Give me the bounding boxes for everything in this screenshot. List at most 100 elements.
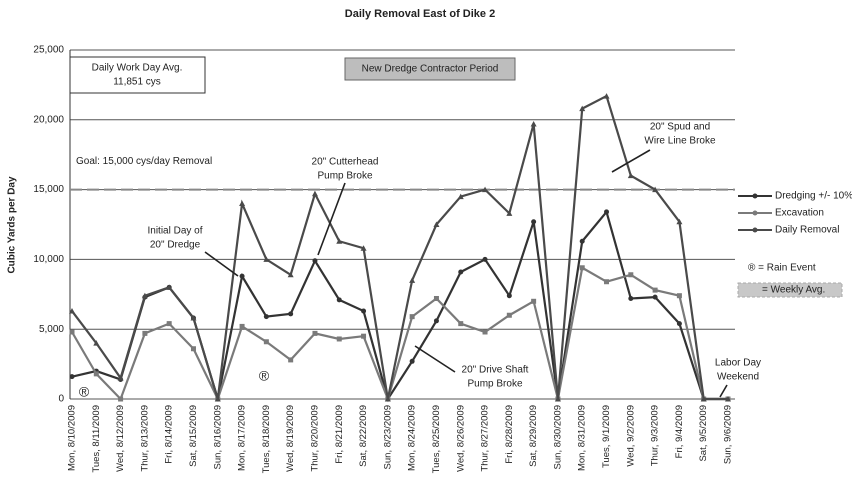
x-tick-label: Sat, 8/29/2009 [528, 405, 539, 467]
rain-legend: ® = Rain Event [748, 263, 816, 274]
point [579, 265, 585, 271]
point [506, 312, 512, 318]
x-tick-label: Wed, 9/2/2009 [625, 405, 636, 467]
point [288, 357, 294, 363]
point [604, 279, 610, 285]
annotation: Labor Day [715, 358, 761, 369]
x-tick-label: Sun, 9/6/2009 [723, 405, 734, 464]
point [361, 308, 367, 314]
annotation: 20" Spud and [650, 122, 710, 133]
legend-marker [752, 193, 758, 199]
arrow [414, 345, 456, 373]
y-tick-label: 20,000 [33, 114, 64, 125]
x-tick-label: Mon, 8/10/2009 [67, 405, 78, 471]
point [506, 293, 512, 299]
point [166, 321, 172, 327]
point [190, 346, 196, 352]
point [142, 330, 148, 336]
annotation: Weekend [717, 372, 759, 383]
annotation: 20" Drive Shaft [462, 365, 529, 376]
point [69, 374, 75, 380]
point [530, 120, 537, 127]
series-line [71, 94, 728, 401]
annotation: New Dredge Contractor Period [362, 64, 499, 75]
point [652, 294, 658, 300]
point [652, 186, 659, 193]
point [628, 295, 634, 301]
point [409, 314, 415, 320]
x-tick-label: Sun, 8/23/2009 [382, 405, 393, 469]
y-tick-label: 25,000 [33, 45, 64, 56]
point [360, 245, 367, 251]
point [69, 308, 75, 314]
x-tick-label: Wed, 8/26/2009 [455, 405, 466, 472]
arrow [204, 251, 239, 277]
legend-marker [752, 210, 758, 216]
point [312, 258, 318, 264]
x-tick-label: Tues, 8/18/2009 [261, 405, 272, 473]
avg-box [69, 56, 206, 94]
x-tick-label: Mon, 8/24/2009 [407, 405, 418, 471]
x-tick-label: Sun, 8/30/2009 [552, 405, 563, 469]
x-tick-label: Fri, 8/28/2009 [504, 405, 515, 464]
point [579, 105, 586, 112]
annotation: Initial Day of [147, 226, 202, 237]
goal-label: Goal: 15,000 cys/day Removal [76, 156, 212, 167]
annotation: Daily Work Day Avg. [92, 63, 183, 74]
x-tick-label: Fri, 9/4/2009 [674, 405, 685, 458]
annotation: 11,851 cys [113, 77, 161, 88]
point [482, 186, 489, 193]
point [652, 287, 658, 293]
x-tick-label: Fri, 8/21/2009 [334, 405, 345, 464]
x-tick-label: Thur, 9/3/2009 [650, 405, 661, 466]
point [312, 330, 318, 336]
point [118, 396, 124, 402]
x-tick-label: Sat, 9/5/2009 [698, 405, 709, 462]
point [336, 297, 342, 303]
x-tick-label: Sat, 8/22/2009 [358, 405, 369, 467]
legend-marker [752, 227, 758, 233]
legend-label: Daily Removal [775, 225, 839, 236]
point [506, 210, 513, 216]
x-tick-label: Thur, 8/27/2009 [480, 405, 491, 472]
point [676, 321, 682, 327]
y-axis-label: Cubic Yards per Day [7, 176, 18, 274]
point [482, 329, 488, 335]
point [190, 315, 197, 321]
point [458, 269, 464, 275]
point [725, 396, 731, 402]
arrow [719, 384, 728, 398]
series-line [71, 266, 728, 403]
point [263, 256, 270, 262]
annotation: 20" Dredge [150, 240, 201, 251]
point [457, 193, 464, 200]
point [214, 396, 221, 402]
point [93, 371, 99, 377]
y-tick-label: 15,000 [33, 184, 64, 195]
annotation: Pump Broke [467, 379, 522, 390]
annotation: 20" Cutterhead [312, 157, 379, 168]
point [141, 292, 148, 299]
x-tick-label: Wed, 8/19/2009 [285, 405, 296, 472]
point [409, 358, 415, 364]
point [287, 271, 294, 278]
point [458, 321, 464, 327]
rain-marker: ® [259, 368, 270, 384]
point [384, 396, 391, 402]
point [69, 329, 75, 335]
point [676, 218, 683, 225]
x-tick-label: Thur, 8/13/2009 [139, 405, 150, 472]
point [239, 273, 245, 279]
point [93, 340, 100, 346]
x-tick-label: Mon, 8/31/2009 [577, 405, 588, 471]
point [579, 238, 585, 244]
point [433, 318, 439, 324]
x-tick-label: Fri, 8/14/2009 [164, 405, 175, 464]
x-tick-label: Tues, 8/25/2009 [431, 405, 442, 473]
x-tick-label: Mon, 8/17/2009 [237, 405, 248, 471]
point [676, 293, 682, 299]
y-tick-label: 0 [58, 394, 64, 405]
contractor-box [344, 57, 516, 81]
point [336, 336, 342, 342]
